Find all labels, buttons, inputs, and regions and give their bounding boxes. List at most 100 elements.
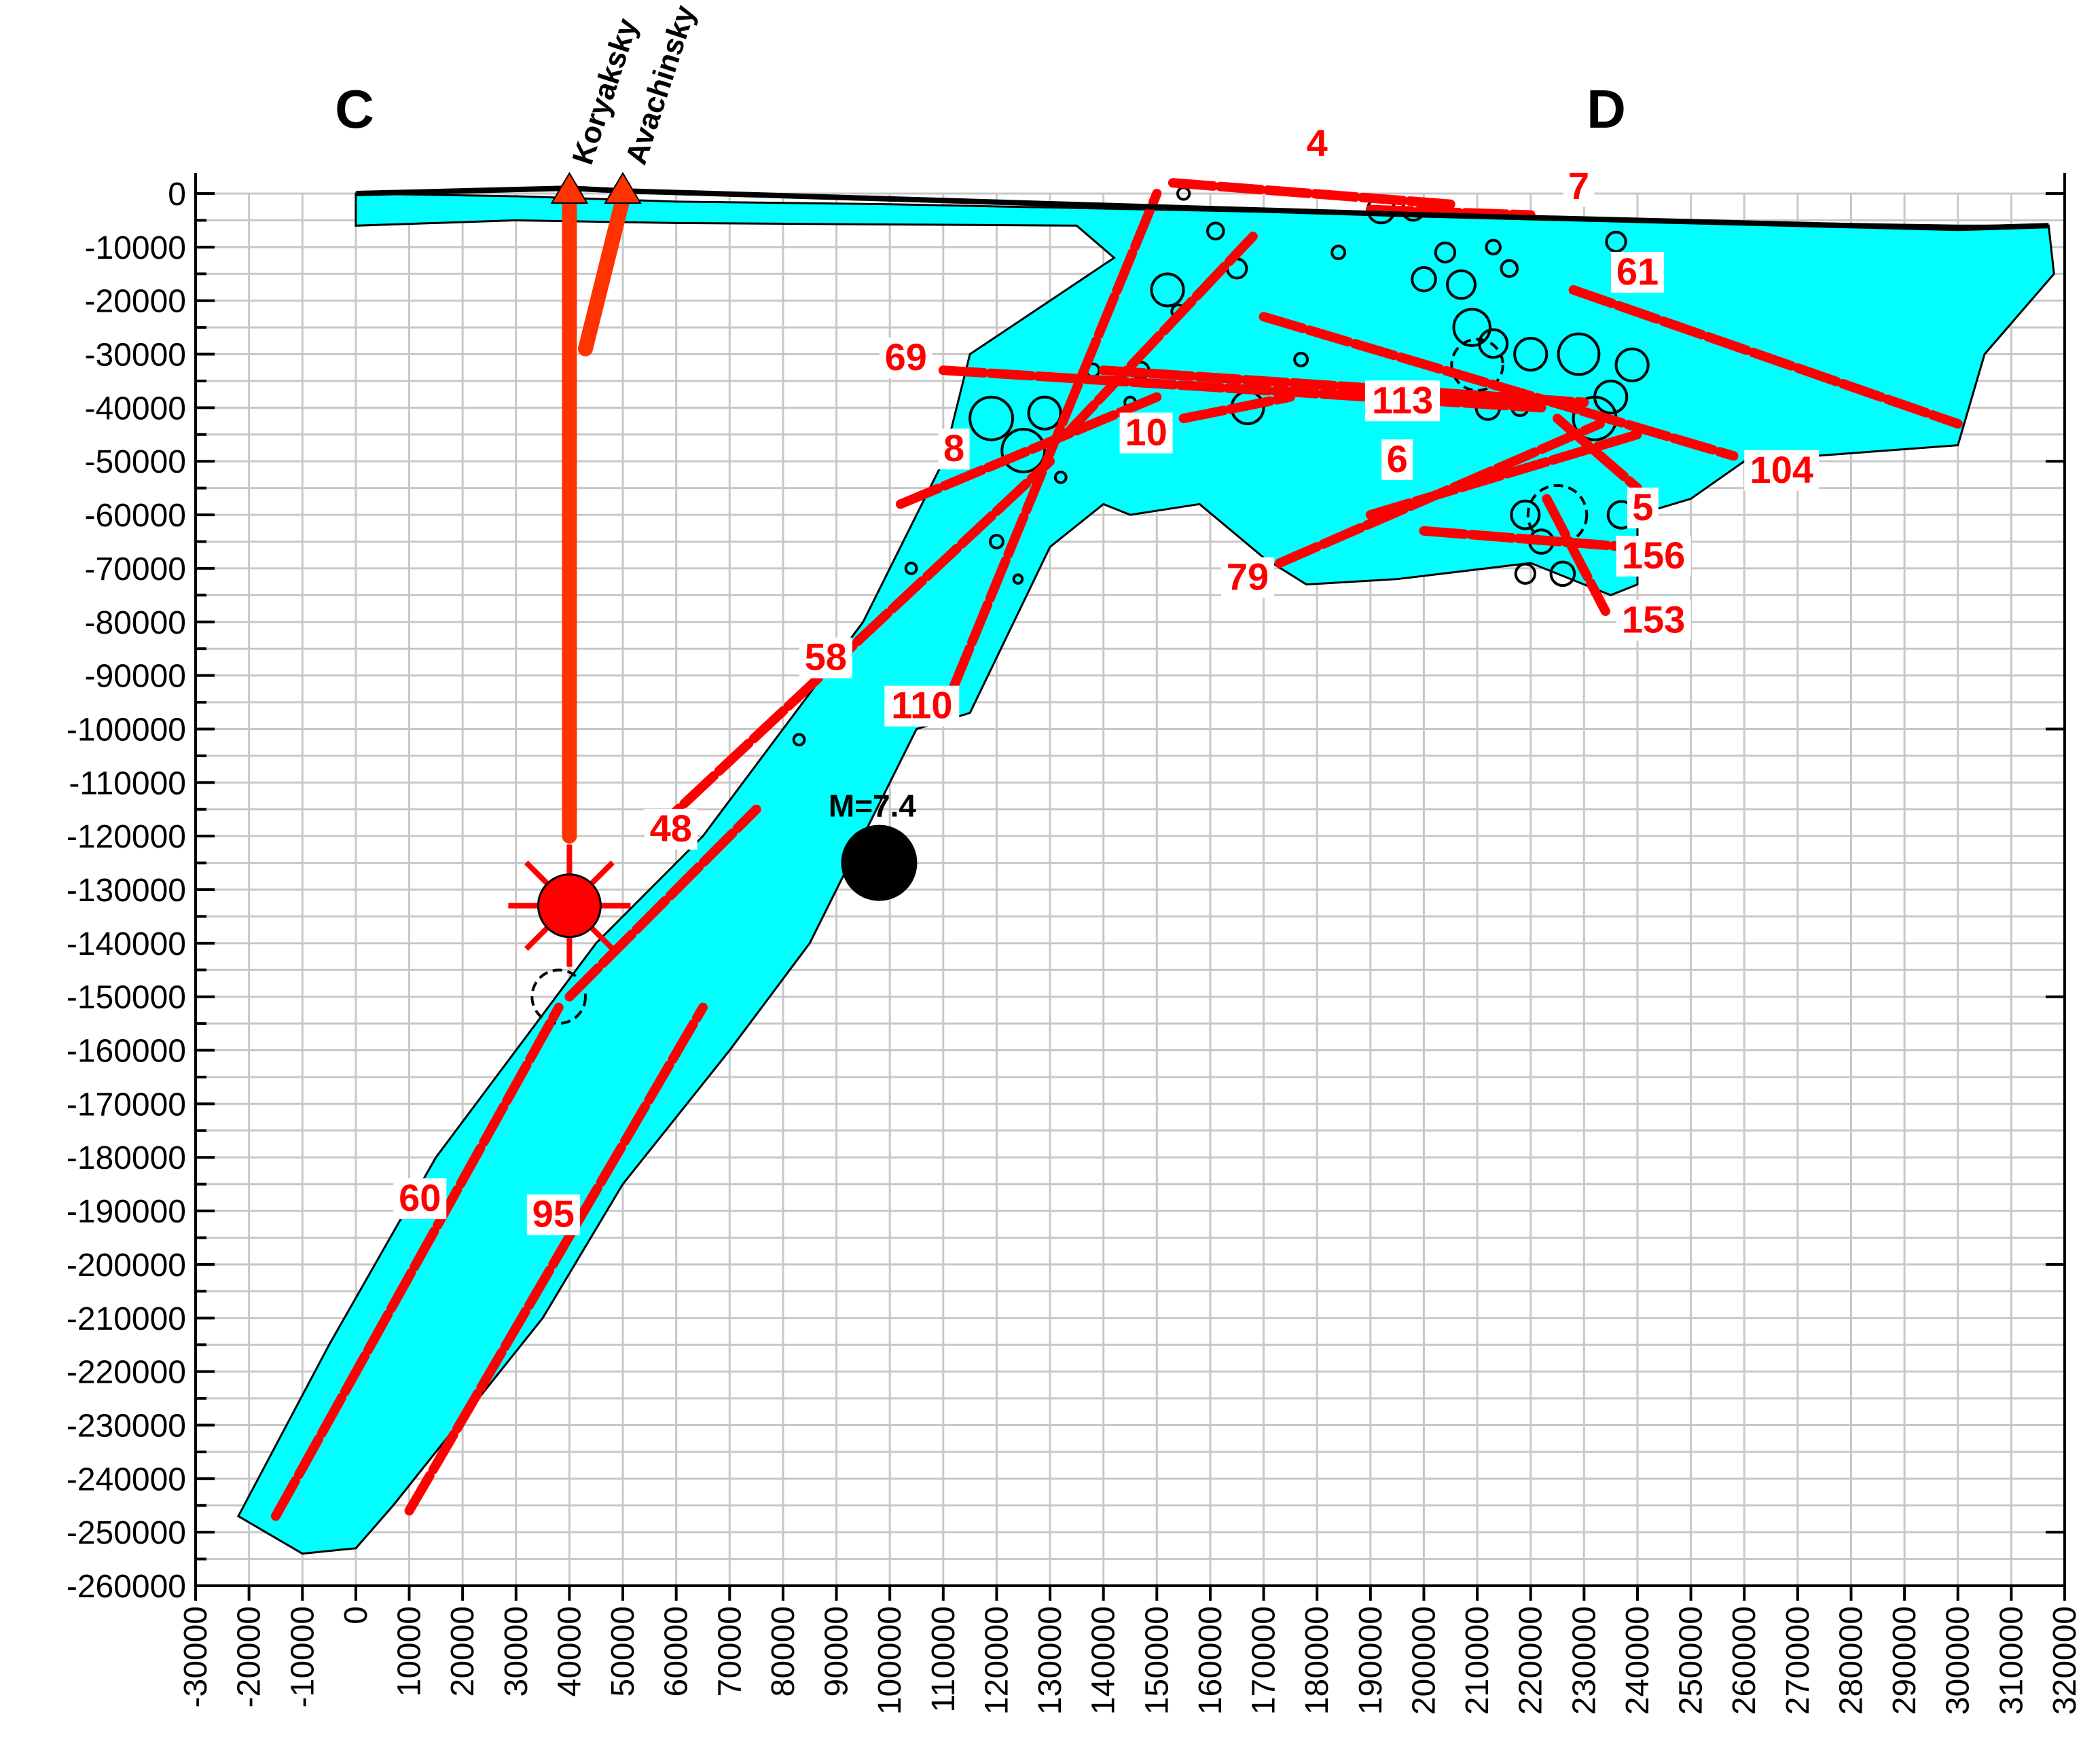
x-tick-label: 90000 <box>819 1606 855 1696</box>
x-tick-label: 100000 <box>872 1606 908 1715</box>
x-tick-label: 120000 <box>979 1606 1015 1715</box>
volcano-conduits <box>562 191 631 844</box>
hypocenter-circle <box>1293 351 1309 367</box>
x-tick-label: 230000 <box>1566 1606 1602 1715</box>
x-tick-label: 0 <box>338 1606 374 1624</box>
lineament-label-bg <box>1365 380 1441 422</box>
main-event-marker <box>841 824 918 901</box>
lineament-line <box>1061 232 1258 439</box>
x-tick-label: 250000 <box>1673 1606 1709 1715</box>
y-tick-label: -240000 <box>67 1461 186 1497</box>
hypocenter-circle <box>1452 308 1491 347</box>
magma-source-ray <box>524 860 552 889</box>
x-tick-label: 60000 <box>659 1606 695 1696</box>
x-tick-label: 10000 <box>392 1606 428 1696</box>
lineament-label-bg <box>1563 166 1595 207</box>
lineament-label: 104 <box>1750 448 1813 491</box>
lineament-labels: 4 7 61 69 8 10 113 6 104 5 79 156 153 58 110 48 60 95 <box>393 122 1820 1235</box>
y-tick-label: 0 <box>168 177 186 213</box>
y-tick-label: -170000 <box>67 1087 186 1123</box>
hypocenter-circle <box>1411 266 1437 293</box>
y-tick-label: -230000 <box>67 1408 186 1444</box>
x-axis-ticks: -30000 -20000 -10000 0 10000 20000 30000 40000 5… <box>178 1586 2083 1715</box>
lineament-label-bg <box>393 1178 447 1220</box>
hypocenter-circle <box>988 534 1004 549</box>
lineament-label-bg <box>1119 412 1173 454</box>
hypocenter-circle <box>1434 241 1457 263</box>
lineament-label-bg <box>1610 252 1664 293</box>
hypocenter-circle <box>1485 238 1502 256</box>
y-tick-label: -150000 <box>67 980 186 1016</box>
y-tick-label: -220000 <box>67 1355 186 1391</box>
x-tick-label: 70000 <box>712 1606 748 1696</box>
magma-source-ray <box>586 923 615 951</box>
x-tick-label: 80000 <box>765 1606 801 1696</box>
lineament-label: 10 <box>1125 411 1167 454</box>
y-tick-label: -190000 <box>67 1194 186 1230</box>
lineament-line <box>1178 392 1295 424</box>
lineament-label: 7 <box>1568 164 1589 207</box>
y-tick-label: -50000 <box>85 444 186 480</box>
y-tick-label: -60000 <box>85 498 186 534</box>
lineament-label: 153 <box>1622 598 1685 641</box>
lineament-line <box>1098 365 1589 407</box>
magma-source-marker <box>537 873 602 939</box>
x-tick-label: -10000 <box>285 1606 321 1707</box>
y-tick-label: -80000 <box>85 605 186 641</box>
profile-start-label: C <box>335 79 374 139</box>
lineament-label: 58 <box>805 636 847 678</box>
hypocenter-circle <box>530 968 587 1025</box>
magma-source-ray <box>524 923 552 951</box>
lineament-label-bg <box>526 1194 580 1235</box>
lineament-line <box>949 189 1162 691</box>
lineament-label-bg <box>1616 535 1691 577</box>
hypocenter-circle <box>1206 221 1225 240</box>
volcano-marker <box>550 172 589 204</box>
hypocenter-circle <box>1510 499 1541 530</box>
hypocenter-circle <box>904 562 918 575</box>
x-tick-label: 20000 <box>445 1606 481 1696</box>
x-tick-label: -20000 <box>232 1606 268 1707</box>
hypocenter-circle <box>1450 338 1504 393</box>
volcano-conduit <box>577 191 631 357</box>
hypocenter-circle <box>1330 244 1347 261</box>
hypocenter-circle <box>1513 336 1549 372</box>
y-tick-label: -250000 <box>67 1515 186 1551</box>
lineament-label: 113 <box>1372 378 1433 421</box>
hypocenter-circle <box>1614 347 1650 382</box>
x-tick-label: 290000 <box>1887 1606 1923 1715</box>
lineament-label-bg <box>1381 439 1413 480</box>
lineament-label-bg <box>644 809 698 850</box>
hypocenter-circle <box>1478 328 1509 359</box>
x-tick-label: 40000 <box>551 1606 587 1696</box>
hypocenter-circle <box>1593 380 1629 415</box>
lineament-label: 6 <box>1387 437 1408 480</box>
x-tick-label: 310000 <box>1993 1606 2029 1715</box>
lineaments <box>270 178 1963 1521</box>
x-tick-label: 270000 <box>1780 1606 1816 1715</box>
x-tick-label: 240000 <box>1620 1606 1656 1715</box>
x-tick-label: 220000 <box>1513 1606 1549 1715</box>
seismic-zone <box>236 192 2055 1555</box>
hypocenter-circle <box>1012 573 1024 585</box>
lineament-line <box>1568 285 1963 429</box>
magma-source-ray <box>586 860 615 889</box>
x-tick-label: -30000 <box>178 1606 214 1707</box>
lineament-label: 5 <box>1632 486 1653 528</box>
profile-end-label: D <box>1587 79 1626 139</box>
lineament-label: 69 <box>885 335 927 378</box>
hypocenter-circle <box>1000 428 1047 473</box>
y-tick-label: -160000 <box>67 1034 186 1070</box>
x-tick-label: 140000 <box>1086 1606 1122 1715</box>
x-tick-label: 110000 <box>926 1606 962 1713</box>
lineament-label: 60 <box>399 1176 441 1219</box>
lineament-label: 79 <box>1227 555 1269 598</box>
lineament-label: 156 <box>1622 534 1685 577</box>
lineament-label-bg <box>799 637 852 678</box>
y-tick-label: -180000 <box>67 1140 186 1176</box>
x-tick-label: 170000 <box>1246 1606 1282 1715</box>
lineament-line <box>1167 178 1455 209</box>
lineament-line <box>1365 204 1536 220</box>
y-tick-label: -20000 <box>85 284 186 320</box>
hypocenter-circle <box>1514 562 1537 585</box>
